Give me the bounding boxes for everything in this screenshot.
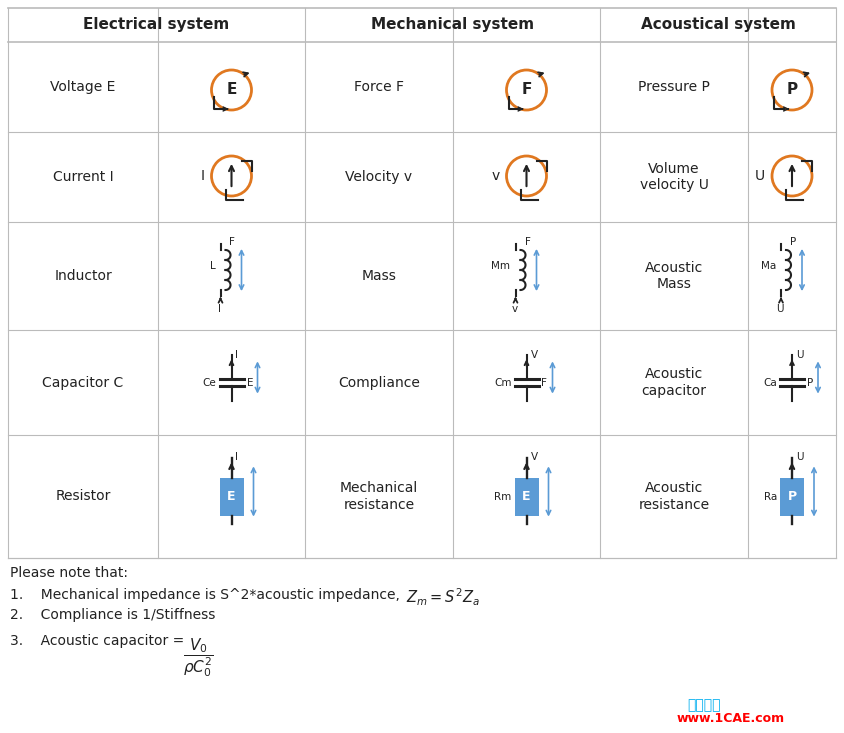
Text: Mechanical system: Mechanical system — [371, 18, 534, 32]
Text: I: I — [218, 304, 221, 314]
Text: 3.    Acoustic capacitor =: 3. Acoustic capacitor = — [10, 634, 188, 648]
Text: Mass: Mass — [361, 269, 397, 283]
Text: L: L — [210, 261, 215, 271]
Text: $\dfrac{V_0}{\rho C_0^2}$: $\dfrac{V_0}{\rho C_0^2}$ — [183, 636, 214, 679]
Text: E: E — [226, 83, 236, 97]
Text: U: U — [796, 350, 803, 359]
Text: Ma: Ma — [760, 261, 776, 271]
Text: F: F — [230, 237, 235, 247]
Text: F: F — [522, 83, 532, 97]
Text: Acoustic
Mass: Acoustic Mass — [645, 261, 703, 291]
FancyBboxPatch shape — [219, 477, 244, 515]
Text: Acoustic
resistance: Acoustic resistance — [638, 482, 710, 512]
Text: P: P — [790, 237, 796, 247]
Text: Cm: Cm — [494, 377, 511, 388]
Text: v: v — [511, 304, 517, 314]
Text: Ce: Ce — [203, 377, 217, 388]
Text: E: E — [246, 377, 253, 388]
Text: P: P — [787, 490, 797, 503]
Text: Pressure P: Pressure P — [638, 80, 710, 94]
Text: $Z_m = S^2Z_a$: $Z_m = S^2Z_a$ — [406, 587, 479, 608]
Text: U: U — [776, 304, 784, 314]
Text: V: V — [531, 452, 538, 463]
Text: 1.    Mechanical impedance is S^2*acoustic impedance,: 1. Mechanical impedance is S^2*acoustic … — [10, 588, 408, 602]
Text: Mechanical
resistance: Mechanical resistance — [340, 482, 418, 512]
Text: Please note that:: Please note that: — [10, 566, 128, 580]
Text: I: I — [235, 350, 239, 359]
Text: U: U — [755, 169, 765, 183]
Text: E: E — [522, 490, 531, 503]
Text: Velocity v: Velocity v — [345, 170, 413, 184]
Text: Ca: Ca — [763, 377, 777, 388]
Text: Mm: Mm — [491, 261, 511, 271]
FancyBboxPatch shape — [780, 477, 804, 515]
Text: Resistor: Resistor — [56, 490, 111, 504]
Text: Ra: Ra — [764, 492, 777, 501]
Text: Acoustical system: Acoustical system — [641, 18, 795, 32]
Text: 2.    Compliance is 1/Stiffness: 2. Compliance is 1/Stiffness — [10, 608, 215, 622]
Text: I: I — [201, 169, 204, 183]
Text: Electrical system: Electrical system — [84, 18, 230, 32]
Text: Capacitor C: Capacitor C — [42, 375, 123, 389]
Text: Voltage E: Voltage E — [51, 80, 116, 94]
Text: Acoustic
capacitor: Acoustic capacitor — [641, 367, 706, 397]
Text: E: E — [227, 490, 235, 503]
Text: Force F: Force F — [354, 80, 404, 94]
Text: Compliance: Compliance — [338, 375, 420, 389]
Text: www.1CAE.com: www.1CAE.com — [677, 712, 785, 726]
Text: v: v — [491, 169, 500, 183]
Text: 仿真在线: 仿真在线 — [687, 698, 721, 712]
Text: P: P — [807, 377, 814, 388]
Text: Rm: Rm — [495, 492, 511, 501]
Text: U: U — [796, 452, 803, 463]
Text: F: F — [524, 237, 530, 247]
Text: Inductor: Inductor — [54, 269, 112, 283]
Text: Volume
velocity U: Volume velocity U — [640, 162, 708, 192]
Text: I: I — [235, 452, 239, 463]
Text: V: V — [531, 350, 538, 359]
Text: P: P — [787, 83, 798, 97]
Text: F: F — [542, 377, 548, 388]
Text: Current I: Current I — [52, 170, 113, 184]
FancyBboxPatch shape — [515, 477, 538, 515]
